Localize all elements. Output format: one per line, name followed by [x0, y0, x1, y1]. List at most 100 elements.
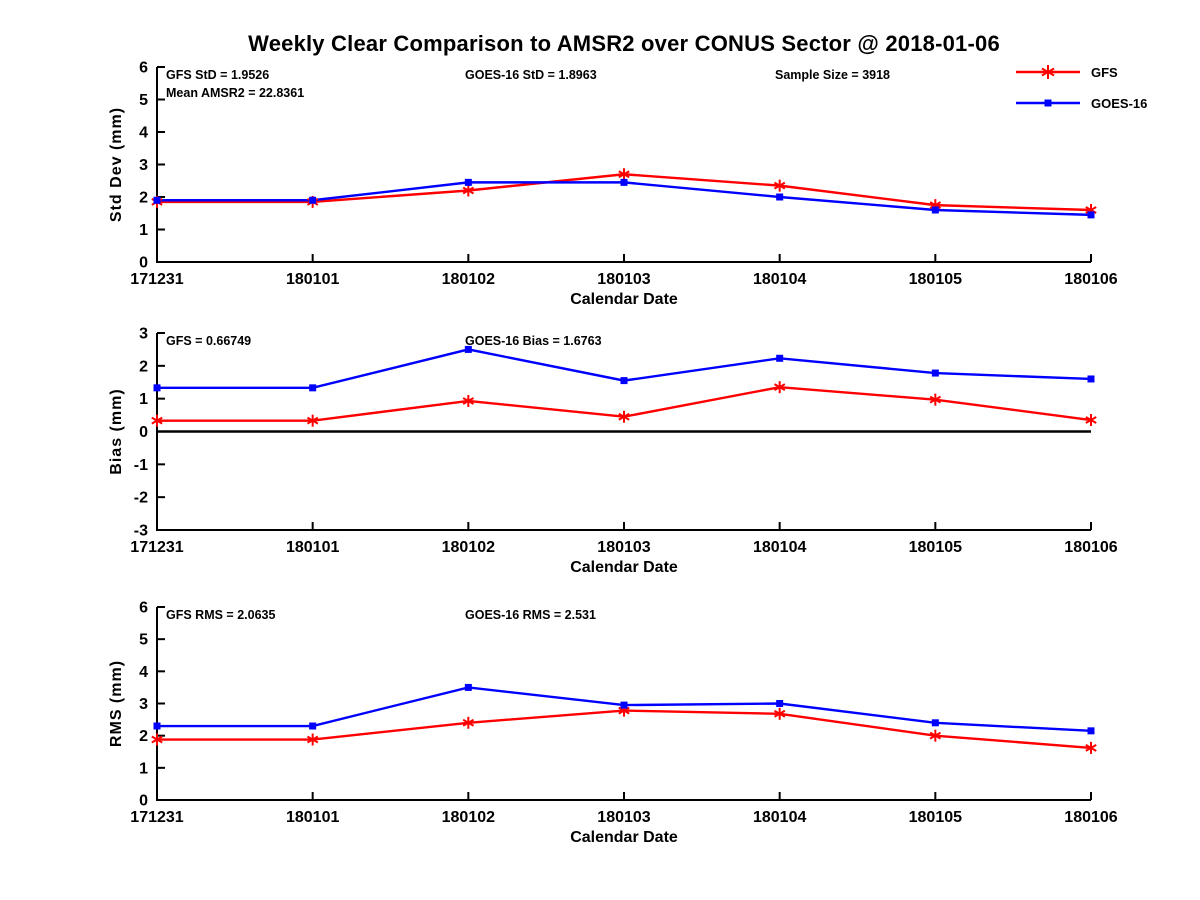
goes16-line-square-icon	[1016, 99, 1080, 107]
y-tick-label: 5	[139, 632, 148, 649]
x-tick-label: 180103	[597, 809, 650, 826]
y-tick-label: 5	[139, 92, 148, 109]
x-tick-label: 180101	[286, 809, 339, 826]
x-tick-label: 171231	[130, 539, 183, 556]
legend-label-goes16: GOES-16	[1091, 95, 1148, 111]
x-tick-label: 180104	[753, 809, 806, 826]
x-tick-label: 180105	[909, 539, 962, 556]
x-tick-label: 180102	[442, 271, 495, 288]
square-marker	[931, 206, 939, 214]
y-axis-label-stddev: Std Dev (mm)	[108, 107, 125, 222]
x-tick-label: 180105	[909, 809, 962, 826]
asterisk-marker	[618, 168, 630, 181]
y-tick-label: 2	[139, 358, 148, 375]
square-marker	[464, 345, 472, 353]
x-tick-label: 180102	[442, 809, 495, 826]
asterisk-marker	[462, 394, 475, 407]
asterisk-marker	[151, 414, 163, 427]
asterisk-marker	[306, 414, 319, 427]
x-tick-label: 180101	[286, 539, 339, 556]
x-tick-label: 180104	[753, 539, 806, 556]
chart-title: Weekly Clear Comparison to AMSR2 over CO…	[248, 31, 1000, 56]
y-tick-label: 1	[139, 760, 148, 777]
x-tick-label: 180105	[909, 271, 962, 288]
asterisk-marker	[151, 733, 163, 746]
y-tick-label: 0	[139, 424, 148, 441]
square-marker	[309, 722, 317, 730]
x-tick-label: 180106	[1064, 271, 1117, 288]
asterisk-marker	[462, 716, 475, 729]
square-marker	[620, 178, 628, 186]
asterisk-marker	[1085, 414, 1097, 427]
y-tick-label: 3	[139, 326, 148, 343]
y-tick-label: 0	[139, 255, 148, 272]
x-tick-label: 171231	[130, 809, 183, 826]
asterisk-marker	[773, 707, 786, 720]
x-axis-label: Calendar Date	[570, 559, 678, 576]
y-tick-label: 1	[139, 222, 148, 239]
y-tick-label: 6	[139, 60, 148, 77]
annotation: GFS StD = 1.9526	[166, 68, 269, 82]
x-axis-label: Calendar Date	[570, 829, 678, 846]
y-tick-label: 2	[139, 728, 148, 745]
square-marker	[309, 384, 317, 392]
asterisk-marker	[1085, 741, 1097, 754]
annotation: GOES-16 StD = 1.8963	[465, 68, 597, 82]
x-tick-label: 171231	[130, 271, 183, 288]
legend: GFS GOES-16	[1014, 63, 1147, 112]
square-marker	[620, 701, 628, 709]
y-tick-label: 3	[139, 696, 148, 713]
x-tick-label: 180104	[753, 271, 806, 288]
square-marker	[776, 354, 784, 362]
asterisk-marker	[618, 410, 630, 423]
x-tick-label: 180101	[286, 271, 339, 288]
square-marker	[620, 377, 628, 385]
y-tick-label: -2	[134, 490, 148, 507]
annotation: GFS RMS = 2.0635	[166, 608, 275, 622]
y-tick-label: 2	[139, 190, 148, 207]
asterisk-marker	[929, 393, 942, 406]
legend-label-gfs: GFS	[1091, 64, 1118, 80]
square-marker	[153, 196, 161, 204]
square-marker	[931, 369, 939, 377]
square-marker	[776, 700, 784, 707]
square-marker	[464, 683, 472, 691]
y-tick-label: -1	[134, 457, 148, 474]
y-axis-label-bias: Bias (mm)	[108, 388, 125, 474]
annotation: Mean AMSR2 = 22.8361	[166, 86, 304, 100]
x-tick-label: 180103	[597, 271, 650, 288]
legend-item-goes16: GOES-16	[1014, 94, 1147, 112]
square-marker	[776, 193, 784, 201]
asterisk-marker	[929, 729, 942, 742]
subplot-rms: 0 1 2 3 4 5 6 171231 180101 180102 180103 180104 180…	[108, 600, 1118, 847]
square-marker	[1087, 375, 1095, 383]
legend-item-gfs: GFS	[1014, 63, 1147, 81]
subplot-bias: -3 -2 -1 0 1 2 3 171231 180101 180102 180103 180104…	[108, 326, 1118, 577]
square-marker	[1044, 99, 1052, 107]
annotation: GOES-16 RMS = 2.531	[465, 608, 596, 622]
square-marker	[1087, 211, 1095, 219]
gfs-line-asterisk-icon	[1016, 65, 1080, 79]
y-tick-label: -3	[134, 523, 148, 540]
annotation: GOES-16 Bias = 1.6763	[465, 334, 602, 348]
subplot-stddev: 0 1 2 3 4 5 6 171231 180101 180102 180103 180104 180…	[108, 60, 1118, 309]
y-axis-label-rms: RMS (mm)	[108, 660, 125, 747]
annotation: GFS = 0.66749	[166, 334, 251, 348]
y-tick-label: 3	[139, 157, 148, 174]
square-marker	[1087, 727, 1095, 735]
series-line-goes-16	[157, 181, 1092, 217]
x-tick-label: 180106	[1064, 539, 1117, 556]
square-marker	[309, 196, 317, 204]
square-marker	[464, 178, 472, 186]
x-tick-label: 180106	[1064, 809, 1117, 826]
square-marker	[153, 722, 161, 730]
square-marker	[153, 384, 161, 392]
y-tick-label: 6	[139, 600, 148, 617]
square-marker	[931, 719, 939, 727]
x-tick-label: 180103	[597, 539, 650, 556]
asterisk-marker	[1041, 65, 1055, 79]
y-tick-label: 1	[139, 391, 148, 408]
y-tick-label: 4	[139, 125, 148, 142]
